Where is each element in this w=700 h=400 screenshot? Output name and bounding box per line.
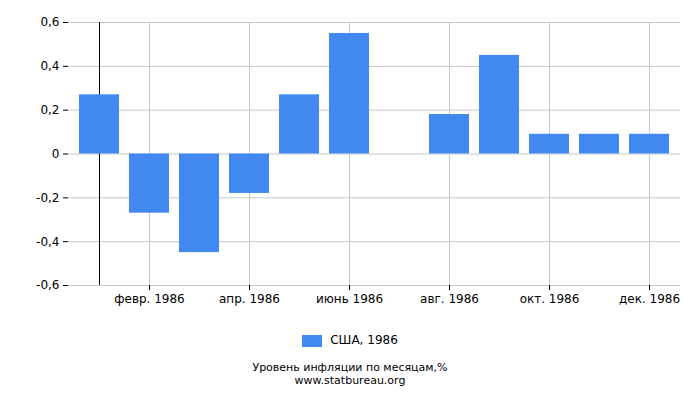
svg-text:июнь 1986: июнь 1986 xyxy=(316,292,383,306)
html-text:США, 1986: США, 1986 xyxy=(330,333,398,347)
svg-text:-0,2: -0,2 xyxy=(36,191,59,205)
svg-text:0,4: 0,4 xyxy=(40,59,59,73)
svg-text:-0,4: -0,4 xyxy=(36,235,59,249)
svg-text:0,2: 0,2 xyxy=(40,103,59,117)
svg-text:0,6: 0,6 xyxy=(40,15,59,29)
svg-text:-0,6: -0,6 xyxy=(36,278,59,292)
html-text:www.statbureau.org: www.statbureau.org xyxy=(294,374,406,387)
svg-text:февр. 1986: февр. 1986 xyxy=(114,292,185,306)
svg-text:апр. 1986: апр. 1986 xyxy=(219,292,280,306)
svg-text:окт. 1986: окт. 1986 xyxy=(520,292,580,306)
svg-text:авг. 1986: авг. 1986 xyxy=(420,292,479,306)
html-text:Уровень инфляции по месяцам,%: Уровень инфляции по месяцам,% xyxy=(252,361,448,374)
svg-text:дек. 1986: дек. 1986 xyxy=(619,292,680,306)
svg-text:0: 0 xyxy=(52,147,60,161)
